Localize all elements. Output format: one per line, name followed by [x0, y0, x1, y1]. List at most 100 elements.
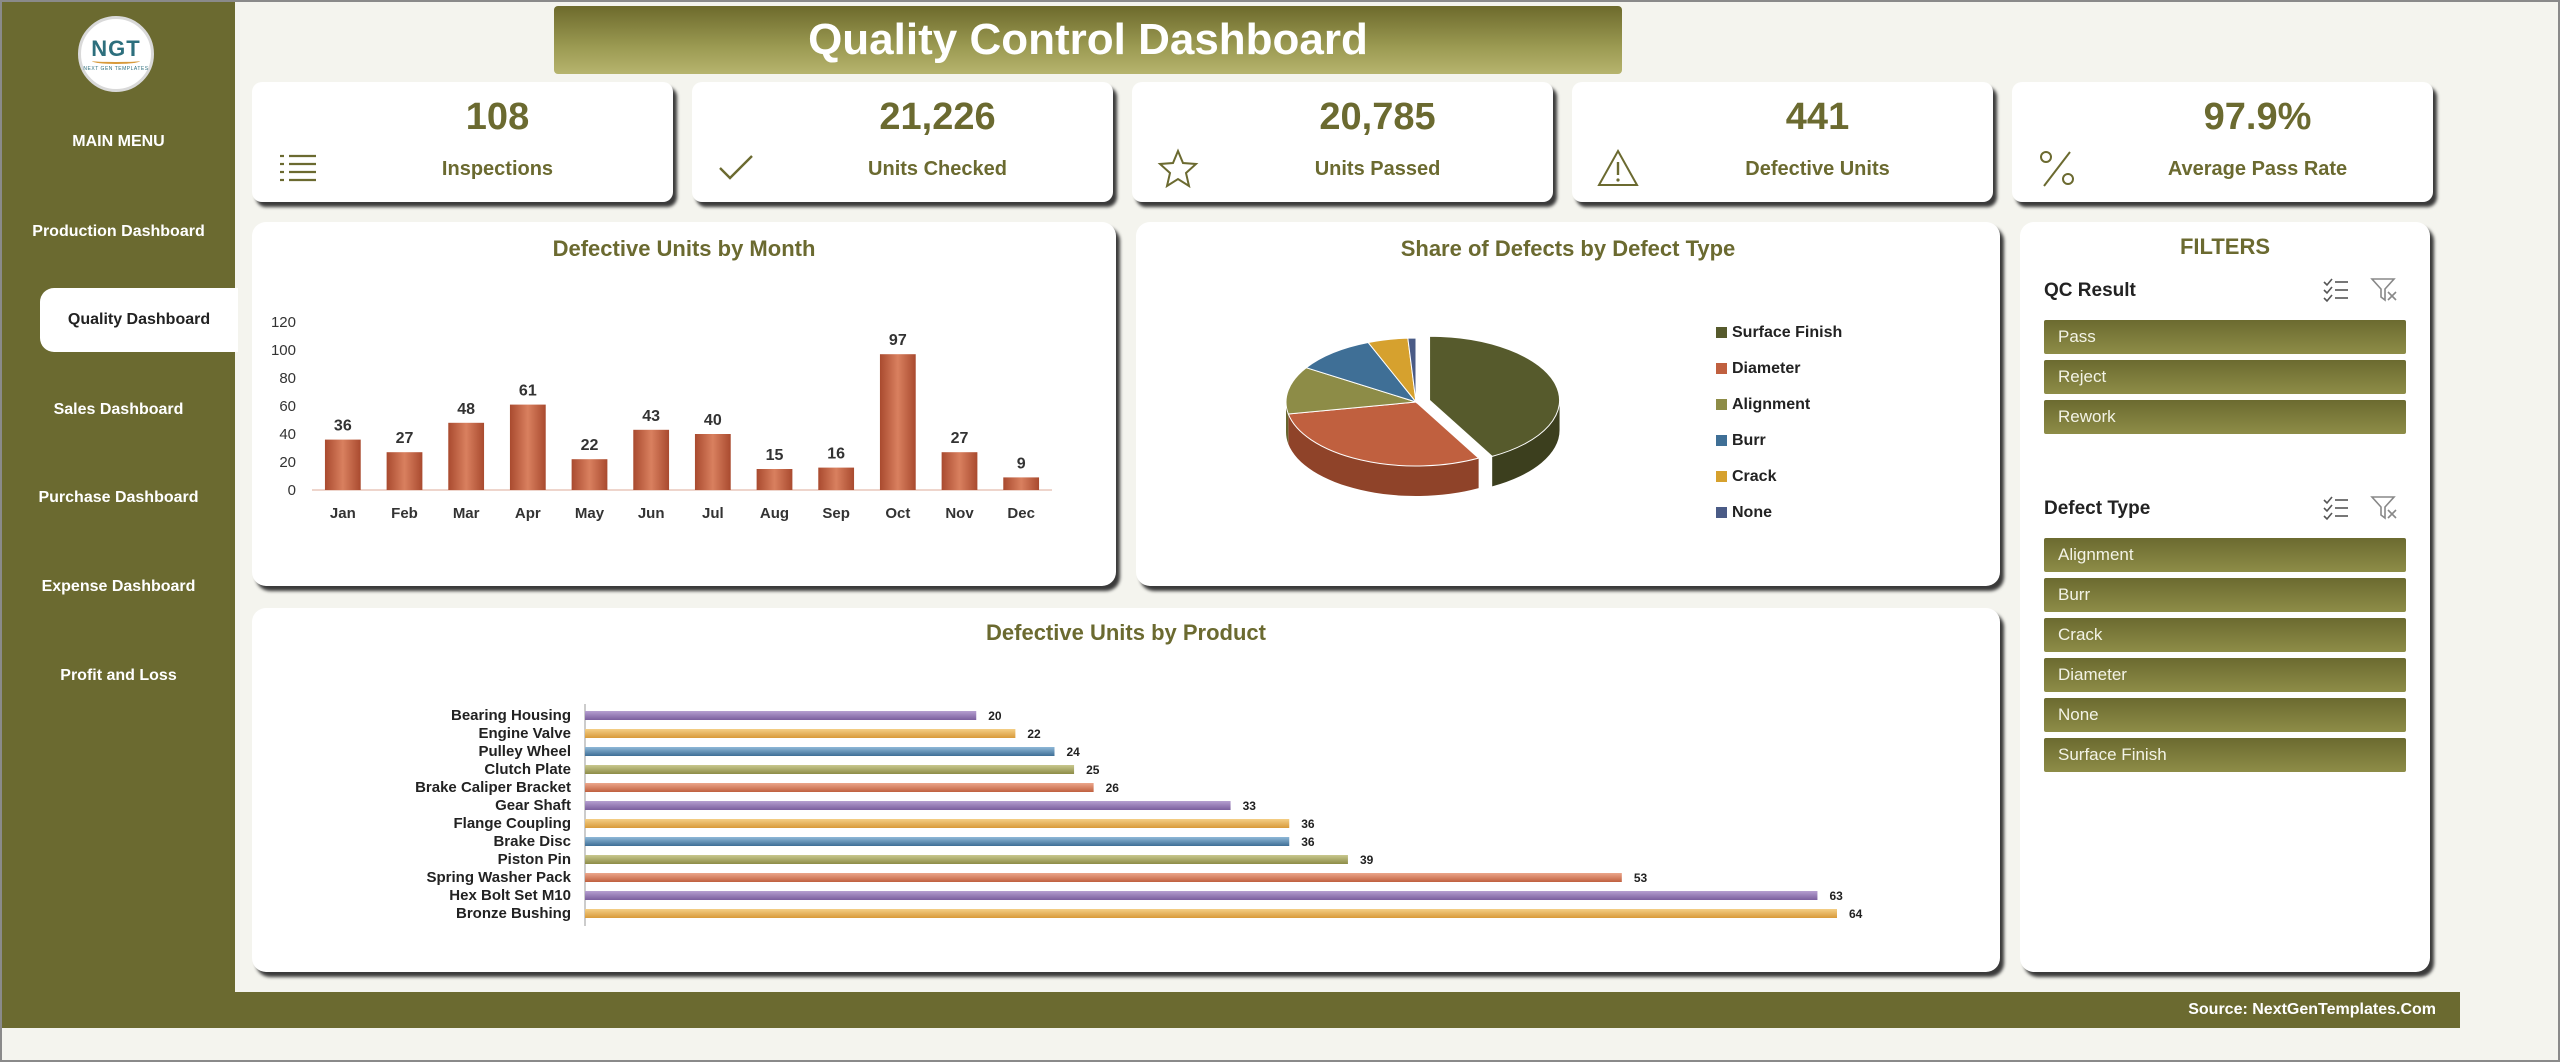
menu-item-purchase-dashboard[interactable]: Purchase Dashboard	[38, 489, 199, 506]
kpi-label-inspections: Inspections	[441, 158, 554, 180]
product-category-label: Engine Valve	[478, 725, 571, 742]
kpi-card-units-passed: 20,785 Units Passed	[1132, 82, 1553, 202]
product-bar	[585, 711, 977, 720]
chart-title-product: Defective Units by Product	[986, 620, 1266, 645]
kpi-card-units-checked: 21,226 Units Checked	[692, 82, 1113, 202]
month-x-tick-label: Feb	[391, 505, 418, 522]
product-bar	[585, 765, 1075, 774]
month-x-tick-label: May	[575, 505, 605, 522]
month-bar	[324, 439, 361, 490]
month-x-tick-label: Mar	[453, 505, 480, 522]
kpi-value-inspections: 108	[465, 96, 530, 138]
month-bar-value-label: 36	[334, 418, 352, 435]
clear-filter-icon[interactable]	[2370, 276, 2398, 304]
logo-swoosh	[92, 58, 140, 64]
source-text: Source: NextGenTemplates.Com	[2188, 1001, 2436, 1018]
month-bar	[1003, 477, 1040, 490]
month-x-tick-label: Oct	[885, 505, 910, 522]
multi-select-icon[interactable]	[2322, 276, 2350, 304]
product-category-label: Bearing Housing	[451, 707, 571, 724]
clear-filter-icon[interactable]	[2370, 494, 2398, 522]
product-bar	[585, 783, 1094, 792]
menu-item-profit-and-loss[interactable]: Profit and Loss	[60, 667, 177, 684]
product-category-label: Piston Pin	[498, 851, 571, 868]
product-bar	[585, 855, 1348, 864]
pie-slice	[1285, 367, 1417, 415]
filter-option-burr[interactable]: Burr	[2044, 578, 2406, 612]
month-bar	[756, 469, 793, 490]
menu-item-production-dashboard[interactable]: Production Dashboard	[32, 223, 205, 240]
logo-subtext: NEXT GEN TEMPLATES	[83, 66, 149, 72]
dashboard-title-bar: Quality Control Dashboard	[554, 6, 1622, 74]
y-tick-label: 80	[279, 370, 296, 387]
checkmark-icon	[719, 155, 753, 180]
list-icon	[280, 154, 316, 182]
filter-option-rework[interactable]: Rework	[2044, 400, 2406, 434]
y-tick-label: 100	[271, 342, 296, 359]
qc-result-label: QC Result	[2044, 280, 2136, 301]
menu-item-sales-dashboard[interactable]: Sales Dashboard	[53, 401, 184, 418]
product-category-label: Spring Washer Pack	[427, 869, 572, 886]
filter-option-pass[interactable]: Pass	[2044, 320, 2406, 354]
legend-swatch	[1716, 399, 1727, 410]
kpi-value-average-pass-rate: 97.9%	[2203, 96, 2312, 138]
month-x-tick-label: Jul	[702, 505, 724, 522]
filters-panel: FILTERS QC Result Pass Reject Rework Def…	[2020, 222, 2430, 972]
chart-title-month: Defective Units by Month	[552, 236, 816, 261]
kpi-value-units-checked: 21,226	[879, 96, 996, 138]
kpi-label-units-checked: Units Checked	[868, 158, 1007, 180]
product-bar	[585, 747, 1055, 756]
percent-icon	[2040, 151, 2074, 187]
pie-slice	[1429, 335, 1561, 457]
filter-option-crack[interactable]: Crack	[2044, 618, 2406, 652]
product-bar-value-label: 64	[1849, 907, 1863, 921]
product-bar	[585, 801, 1231, 810]
month-bar	[694, 434, 731, 490]
legend-swatch	[1716, 363, 1727, 374]
kpi-label-average-pass-rate: Average Pass Rate	[2167, 158, 2348, 180]
month-bar-value-label: 40	[704, 412, 722, 429]
product-bar-value-label: 53	[1634, 871, 1648, 885]
y-tick-label: 0	[288, 482, 296, 499]
legend-label: Alignment	[1732, 396, 1811, 413]
defect-type-label: Defect Type	[2044, 498, 2151, 519]
month-bar-value-label: 16	[827, 446, 845, 463]
multi-select-icon[interactable]	[2322, 494, 2350, 522]
month-bar-value-label: 48	[457, 401, 475, 418]
kpi-label-defective-units: Defective Units	[1745, 158, 1890, 180]
product-bar	[585, 873, 1622, 882]
month-bar-value-label: 61	[519, 383, 537, 400]
filters-title: FILTERS	[2179, 234, 2271, 259]
menu-item-quality-dashboard[interactable]: Quality Dashboard	[40, 288, 238, 352]
filter-option-reject[interactable]: Reject	[2044, 360, 2406, 394]
product-category-label: Gear Shaft	[495, 797, 571, 814]
chart-title-pie: Share of Defects by Defect Type	[1400, 236, 1736, 261]
product-bar-value-label: 39	[1360, 853, 1374, 867]
month-bar	[879, 354, 916, 490]
pie-slice-side	[1288, 413, 1479, 496]
month-x-tick-label: Dec	[1007, 505, 1035, 522]
product-bar-value-label: 63	[1829, 889, 1843, 903]
product-bar-chart: Bearing Housing 20 Engine Valve 22 Pulley Wh…	[415, 704, 1863, 926]
product-bar	[585, 891, 1818, 900]
legend-swatch	[1716, 507, 1727, 518]
product-category-label: Flange Coupling	[454, 815, 572, 832]
kpi-value-defective-units: 441	[1785, 96, 1850, 138]
product-bar	[585, 819, 1290, 828]
month-bar-value-label: 27	[396, 430, 414, 447]
month-x-tick-label: Jan	[330, 505, 356, 522]
legend-swatch	[1716, 327, 1727, 338]
filter-option-surface-finish[interactable]: Surface Finish	[2044, 738, 2406, 772]
menu-item-expense-dashboard[interactable]: Expense Dashboard	[41, 578, 196, 595]
filter-option-diameter[interactable]: Diameter	[2044, 658, 2406, 692]
month-bar	[818, 467, 855, 490]
month-bar-value-label: 97	[889, 332, 907, 349]
legend-label: Diameter	[1732, 360, 1800, 377]
product-category-label: Pulley Wheel	[478, 743, 571, 760]
legend-label: Burr	[1732, 432, 1766, 449]
filter-option-alignment[interactable]: Alignment	[2044, 538, 2406, 572]
product-category-label: Brake Caliper Bracket	[415, 779, 571, 796]
filter-option-none[interactable]: None	[2044, 698, 2406, 732]
kpi-card-defective-units: 441 Defective Units	[1572, 82, 1993, 202]
pie-slice	[1287, 401, 1480, 467]
